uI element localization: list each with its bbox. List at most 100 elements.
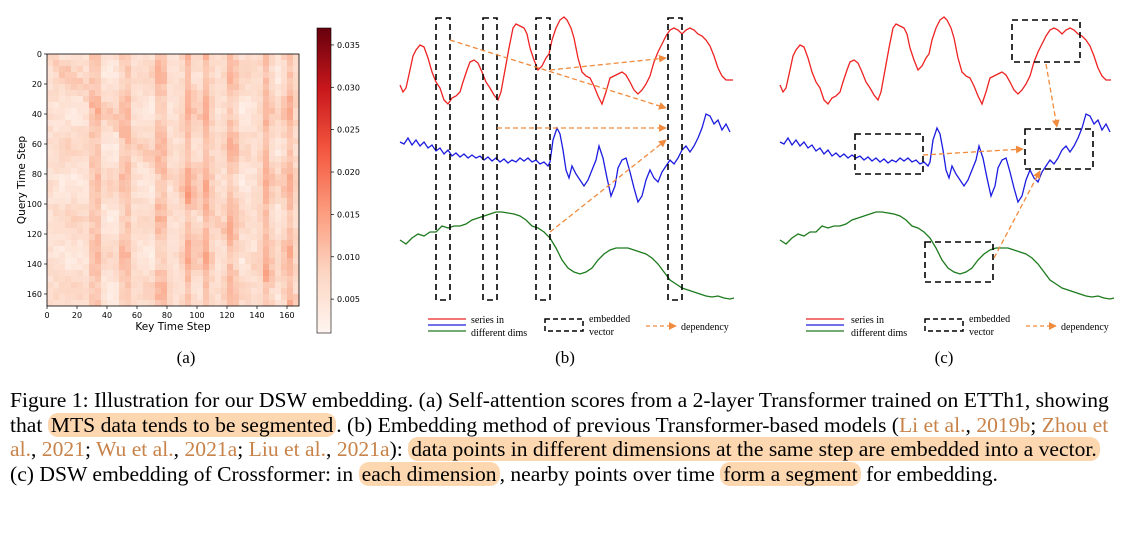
citation-link[interactable]: 2021 (41, 437, 85, 462)
heatmap-cell (227, 132, 234, 139)
heatmap-cell (125, 162, 132, 169)
heatmap-cell (113, 294, 120, 301)
heatmap-cell (275, 270, 282, 277)
heatmap-cell (95, 90, 102, 97)
heatmap-cell (233, 282, 240, 289)
heatmap-cell (239, 54, 246, 61)
heatmap-cell (239, 264, 246, 271)
heatmap-cell (155, 126, 162, 133)
heatmap-cell (281, 66, 288, 73)
heatmap-cell (293, 210, 300, 217)
heatmap-cell (101, 84, 108, 91)
citation-link[interactable]: 2021a (336, 437, 390, 462)
citation-link[interactable]: Li et al. (898, 412, 966, 437)
heatmap-cell (173, 192, 180, 199)
heatmap-cell (275, 264, 282, 271)
heatmap-cell (293, 180, 300, 187)
heatmap-cell (239, 144, 246, 151)
heatmap-cell (209, 156, 216, 163)
heatmap-cell (239, 270, 246, 277)
heatmap-cell (203, 126, 210, 133)
heatmap-cell (173, 210, 180, 217)
heatmap-cell (185, 174, 192, 181)
heatmap-cell (191, 114, 198, 121)
heatmap-cell (89, 180, 96, 187)
heatmap-cell (107, 186, 114, 193)
heatmap-cell (65, 90, 72, 97)
heatmap-cell (239, 246, 246, 253)
heatmap-cell (221, 192, 228, 199)
heatmap-cell (143, 78, 150, 85)
heatmap-cell (275, 276, 282, 283)
heatmap-cell (179, 276, 186, 283)
heatmap-cell (89, 138, 96, 145)
heatmap-cell (143, 108, 150, 115)
heatmap-cell (113, 174, 120, 181)
citation-link[interactable]: 2021a (184, 437, 238, 462)
heatmap-cell (251, 114, 258, 121)
heatmap-cell (119, 288, 126, 295)
citation-link[interactable]: 2019b (976, 412, 1031, 437)
heatmap-cell (233, 90, 240, 97)
heatmap-cell (149, 204, 156, 211)
heatmap-cell (77, 108, 84, 115)
heatmap-cell (161, 108, 168, 115)
heatmap-cell (101, 54, 108, 61)
heatmap-cell (161, 174, 168, 181)
heatmap-cell (227, 120, 234, 127)
heatmap-cell (131, 162, 138, 169)
heatmap-cell (281, 120, 288, 127)
heatmap-cell (185, 120, 192, 127)
heatmap-cell (257, 60, 264, 67)
heatmap-cell (89, 282, 96, 289)
heatmap-cell (47, 294, 54, 301)
heatmap-cell (71, 60, 78, 67)
heatmap-cell (137, 162, 144, 169)
heatmap-cell (287, 156, 294, 163)
heatmap-cell (161, 252, 168, 259)
heatmap-cell (77, 126, 84, 133)
heatmap-cell (53, 138, 60, 145)
heatmap-cell (287, 174, 294, 181)
heatmap-cell (293, 126, 300, 133)
x-tick-label: 20 (72, 311, 82, 320)
heatmap-cell (251, 294, 258, 301)
heatmap-cell (197, 270, 204, 277)
heatmap-cell (227, 150, 234, 157)
heatmap-cell (233, 72, 240, 79)
citation-link[interactable]: Wu et al. (95, 437, 174, 462)
heatmap-cell (149, 60, 156, 67)
heatmap-cell (233, 78, 240, 85)
heatmap-cell (89, 60, 96, 67)
heatmap-cell (233, 222, 240, 229)
heatmap-cell (77, 282, 84, 289)
heatmap-cell (245, 246, 252, 253)
heatmap-cell (263, 186, 270, 193)
citation-link[interactable]: Liu et al. (248, 437, 327, 462)
heatmap-cell (215, 138, 222, 145)
heatmap-cell (197, 84, 204, 91)
heatmap-cell (125, 234, 132, 241)
heatmap-cell (239, 78, 246, 85)
heatmap-cell (281, 234, 288, 241)
heatmap-cell (245, 150, 252, 157)
heatmap-cell (269, 198, 276, 205)
heatmap-cell (155, 198, 162, 205)
heatmap-cell (269, 174, 276, 181)
heatmap-cell (149, 72, 156, 79)
heatmap-cell (155, 114, 162, 121)
heatmap-cell (221, 186, 228, 193)
heatmap-cell (233, 186, 240, 193)
heatmap-cell (65, 96, 72, 103)
heatmap-cell (251, 60, 258, 67)
heatmap-cell (113, 150, 120, 157)
heatmap-cell (59, 108, 66, 115)
heatmap-cell (161, 132, 168, 139)
citation-link[interactable]: Zhou et al. (10, 412, 1109, 462)
heatmap-cell (167, 300, 174, 307)
heatmap-cell (191, 270, 198, 277)
heatmap-cell (173, 234, 180, 241)
heatmap-cell (215, 258, 222, 265)
heatmap-cell (209, 180, 216, 187)
heatmap-cell (281, 132, 288, 139)
